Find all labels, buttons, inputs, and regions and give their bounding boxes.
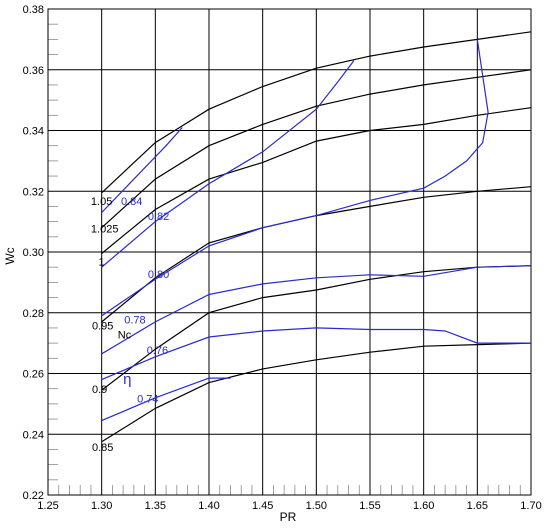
x-tick-label: 1.70 xyxy=(520,500,541,512)
y-tick-label: 0.30 xyxy=(23,247,44,259)
speed-line xyxy=(101,265,532,391)
speed-line-label: 1.025 xyxy=(91,223,119,235)
speed-line-label: 0.95 xyxy=(92,320,113,332)
efficiency-line-label: 0.84 xyxy=(121,196,142,208)
efficiency-line-labels: 0.74 0.76 0.78 0.80 0.82 0.84 xyxy=(121,196,169,405)
speed-line-label: 1.05 xyxy=(91,196,112,208)
speed-lines xyxy=(101,31,532,443)
speed-line-label: 1 xyxy=(98,257,104,269)
y-tick-label: 0.22 xyxy=(23,490,44,502)
y-tick-label: 0.38 xyxy=(23,4,44,16)
x-tick-label: 1.25 xyxy=(37,500,58,512)
x-tick-label: 1.50 xyxy=(306,500,327,512)
annotations: Nc η xyxy=(118,330,132,389)
y-tick-label: 0.24 xyxy=(23,429,44,441)
x-axis-title: PR xyxy=(280,510,297,524)
x-tick-label: 1.65 xyxy=(467,500,488,512)
efficiency-line xyxy=(101,265,532,355)
speed-line-label: 0.85 xyxy=(92,442,113,454)
efficiency-line-label: 0.78 xyxy=(124,314,145,326)
efficiency-line-label: 0.74 xyxy=(137,393,158,405)
efficiency-line-label: 0.76 xyxy=(147,345,168,357)
x-tick-label: 1.45 xyxy=(252,500,273,512)
efficiency-line-label: 0.82 xyxy=(148,211,169,223)
speed-line-label: 0.9 xyxy=(92,384,107,396)
speed-line-labels: 0.85 0.9 0.95 1 1.025 1.05 xyxy=(91,196,119,454)
annotation-label: Nc xyxy=(118,330,132,342)
y-axis-title: Wc xyxy=(3,247,17,264)
annotation-label: η xyxy=(123,371,131,388)
plot-frame xyxy=(47,8,532,496)
efficiency-line xyxy=(101,39,489,317)
speed-line xyxy=(101,342,532,443)
x-tick-label: 1.40 xyxy=(198,500,219,512)
efficiency-line-label: 0.80 xyxy=(148,269,169,281)
x-tick-labels: 1.25 1.30 1.35 1.40 1.45 1.50 1.55 1.60 1.65 1.70 xyxy=(37,500,541,512)
efficiency-line xyxy=(101,327,531,381)
y-tick-label: 0.34 xyxy=(23,126,44,138)
y-tick-label: 0.28 xyxy=(23,308,44,320)
x-tick-label: 1.35 xyxy=(145,500,166,512)
efficiency-line xyxy=(101,127,183,213)
y-tick-label: 0.26 xyxy=(23,369,44,381)
minor-ticks xyxy=(48,23,521,495)
y-tick-label: 0.36 xyxy=(23,65,44,77)
speed-line xyxy=(101,31,532,194)
efficiency-line xyxy=(101,377,231,422)
y-tick-labels: 0.22 0.24 0.26 0.28 0.30 0.32 0.34 0.36 0.38 xyxy=(23,4,44,502)
efficiency-lines xyxy=(101,39,532,422)
x-tick-label: 1.60 xyxy=(413,500,434,512)
grid-lines xyxy=(47,8,532,496)
x-tick-label: 1.55 xyxy=(359,500,380,512)
speed-line xyxy=(101,107,532,254)
x-tick-label: 1.30 xyxy=(91,500,112,512)
efficiency-line xyxy=(101,60,355,268)
speed-line xyxy=(101,69,532,229)
y-tick-label: 0.32 xyxy=(23,186,44,198)
